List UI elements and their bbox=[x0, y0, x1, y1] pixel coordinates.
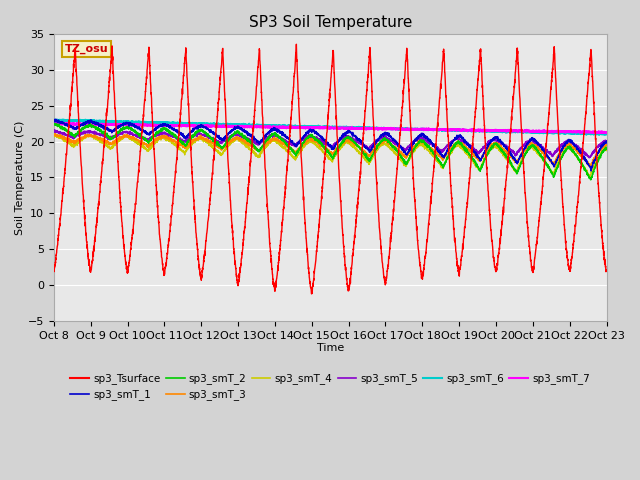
Line: sp3_smT_5: sp3_smT_5 bbox=[54, 130, 607, 158]
sp3_smT_7 bbox=[385, 125, 392, 131]
sp3_smT_2 bbox=[394, 150, 402, 156]
sp3_smT_1 bbox=[550, 164, 558, 170]
sp3_smT_5 bbox=[394, 142, 402, 147]
sp3_smT_2 bbox=[603, 145, 611, 151]
sp3_smT_5 bbox=[385, 136, 392, 142]
sp3_smT_1 bbox=[394, 140, 402, 146]
sp3_Tsurface bbox=[550, 46, 558, 52]
Title: SP3 Soil Temperature: SP3 Soil Temperature bbox=[248, 15, 412, 30]
sp3_Tsurface bbox=[308, 291, 316, 297]
sp3_smT_3 bbox=[603, 143, 611, 148]
sp3_smT_1 bbox=[385, 132, 392, 137]
sp3_Tsurface bbox=[385, 264, 392, 269]
sp3_smT_2 bbox=[587, 177, 595, 182]
sp3_smT_1 bbox=[603, 138, 611, 144]
sp3_Tsurface bbox=[168, 202, 176, 208]
sp3_smT_4 bbox=[550, 169, 558, 175]
sp3_smT_3 bbox=[50, 132, 58, 138]
sp3_smT_5 bbox=[205, 133, 212, 139]
sp3_smT_6 bbox=[595, 132, 603, 138]
sp3_Tsurface bbox=[394, 154, 402, 160]
sp3_smT_1 bbox=[588, 168, 595, 174]
sp3_smT_6 bbox=[168, 120, 176, 125]
sp3_smT_1 bbox=[168, 126, 176, 132]
sp3_smT_7 bbox=[603, 129, 611, 135]
sp3_Tsurface bbox=[50, 268, 58, 274]
sp3_smT_6 bbox=[205, 121, 212, 127]
sp3_Tsurface bbox=[292, 41, 300, 47]
sp3_smT_4 bbox=[394, 155, 402, 160]
sp3_smT_7 bbox=[550, 128, 558, 134]
sp3_smT_6 bbox=[394, 127, 402, 132]
sp3_smT_5 bbox=[168, 133, 176, 139]
sp3_smT_4 bbox=[168, 139, 176, 145]
sp3_smT_3 bbox=[394, 147, 402, 153]
Legend: sp3_Tsurface, sp3_smT_1, sp3_smT_2, sp3_smT_3, sp3_smT_4, sp3_smT_5, sp3_smT_6, : sp3_Tsurface, sp3_smT_1, sp3_smT_2, sp3_… bbox=[67, 369, 594, 405]
sp3_smT_2 bbox=[385, 140, 392, 145]
sp3_smT_5 bbox=[603, 138, 611, 144]
sp3_smT_4 bbox=[603, 147, 611, 153]
sp3_Tsurface bbox=[603, 267, 611, 273]
sp3_smT_3 bbox=[51, 131, 59, 136]
sp3_smT_4 bbox=[586, 174, 594, 180]
sp3_smT_1 bbox=[52, 116, 60, 122]
sp3_smT_3 bbox=[205, 138, 212, 144]
sp3_smT_7 bbox=[55, 120, 63, 126]
sp3_smT_2 bbox=[550, 172, 558, 178]
Text: TZ_osu: TZ_osu bbox=[65, 44, 109, 54]
Y-axis label: Soil Temperature (C): Soil Temperature (C) bbox=[15, 120, 25, 235]
sp3_smT_2 bbox=[86, 120, 93, 126]
sp3_smT_2 bbox=[603, 145, 611, 151]
sp3_smT_7 bbox=[577, 130, 584, 136]
sp3_smT_5 bbox=[586, 155, 593, 161]
Line: sp3_smT_2: sp3_smT_2 bbox=[54, 123, 607, 180]
sp3_smT_7 bbox=[205, 122, 212, 128]
sp3_smT_4 bbox=[51, 131, 58, 136]
sp3_smT_2 bbox=[205, 132, 212, 138]
sp3_smT_2 bbox=[50, 120, 58, 126]
sp3_smT_6 bbox=[50, 118, 58, 123]
sp3_smT_3 bbox=[603, 143, 611, 148]
sp3_smT_3 bbox=[385, 140, 392, 145]
sp3_smT_7 bbox=[394, 127, 402, 132]
sp3_smT_1 bbox=[603, 138, 611, 144]
sp3_smT_4 bbox=[50, 132, 58, 137]
Line: sp3_smT_7: sp3_smT_7 bbox=[54, 123, 607, 133]
Line: sp3_smT_3: sp3_smT_3 bbox=[54, 133, 607, 167]
sp3_smT_7 bbox=[50, 121, 58, 127]
Line: sp3_smT_6: sp3_smT_6 bbox=[54, 120, 607, 135]
Line: sp3_smT_1: sp3_smT_1 bbox=[54, 119, 607, 171]
sp3_smT_1 bbox=[205, 127, 212, 132]
sp3_smT_6 bbox=[385, 126, 392, 132]
Line: sp3_smT_4: sp3_smT_4 bbox=[54, 133, 607, 177]
sp3_smT_5 bbox=[550, 151, 558, 157]
X-axis label: Time: Time bbox=[317, 344, 344, 353]
sp3_smT_6 bbox=[603, 130, 611, 136]
sp3_smT_4 bbox=[385, 142, 392, 148]
sp3_smT_5 bbox=[50, 127, 58, 133]
sp3_smT_2 bbox=[168, 130, 176, 136]
sp3_smT_4 bbox=[205, 141, 212, 147]
sp3_Tsurface bbox=[204, 217, 212, 223]
sp3_smT_6 bbox=[603, 132, 611, 137]
sp3_smT_6 bbox=[550, 130, 558, 135]
sp3_smT_5 bbox=[603, 138, 611, 144]
sp3_smT_7 bbox=[603, 129, 611, 135]
sp3_smT_3 bbox=[586, 164, 594, 169]
sp3_smT_6 bbox=[59, 117, 67, 122]
sp3_smT_1 bbox=[50, 116, 58, 122]
sp3_smT_4 bbox=[603, 148, 611, 154]
sp3_smT_3 bbox=[168, 137, 176, 143]
sp3_Tsurface bbox=[603, 268, 611, 274]
sp3_smT_3 bbox=[550, 161, 558, 167]
Line: sp3_Tsurface: sp3_Tsurface bbox=[54, 44, 607, 294]
sp3_smT_7 bbox=[168, 122, 176, 128]
sp3_smT_5 bbox=[51, 127, 58, 132]
